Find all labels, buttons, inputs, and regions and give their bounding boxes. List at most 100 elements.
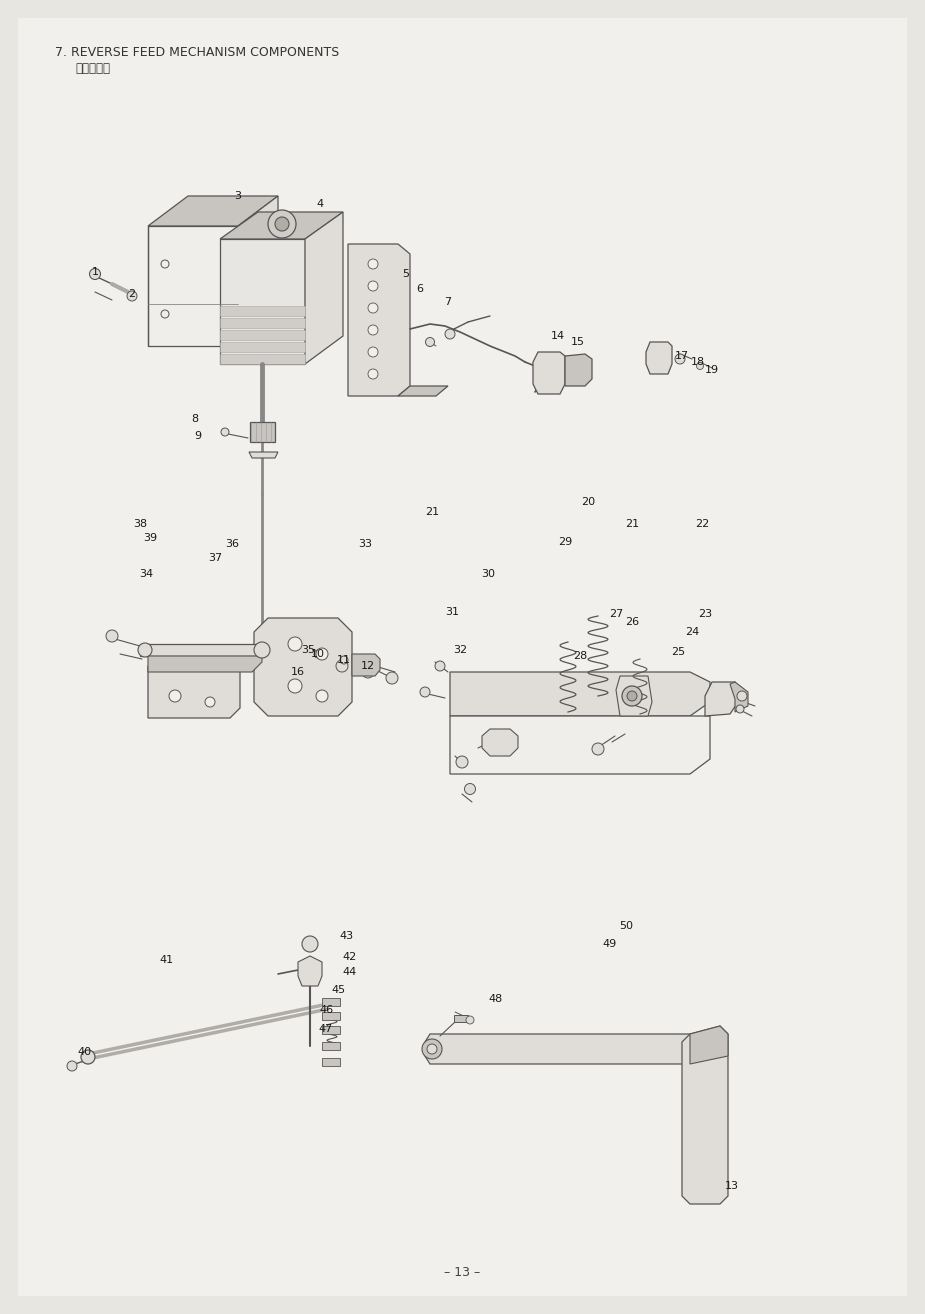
Polygon shape <box>238 196 278 346</box>
Text: 18: 18 <box>691 357 705 367</box>
Text: 26: 26 <box>625 618 639 627</box>
Circle shape <box>736 706 744 714</box>
Polygon shape <box>305 212 343 364</box>
Text: 37: 37 <box>208 553 222 562</box>
Circle shape <box>445 328 455 339</box>
Circle shape <box>81 1050 95 1064</box>
Text: 27: 27 <box>609 608 623 619</box>
Text: 13: 13 <box>725 1181 739 1190</box>
Polygon shape <box>254 618 352 716</box>
Polygon shape <box>730 682 748 712</box>
Circle shape <box>426 338 435 347</box>
Polygon shape <box>148 656 262 671</box>
Circle shape <box>464 783 475 795</box>
Text: 5: 5 <box>402 269 410 279</box>
Circle shape <box>316 690 328 702</box>
Text: 19: 19 <box>705 365 719 374</box>
Circle shape <box>456 756 468 767</box>
Text: – 13 –: – 13 – <box>444 1265 480 1279</box>
Text: 34: 34 <box>139 569 153 579</box>
Text: 39: 39 <box>143 533 157 543</box>
Circle shape <box>592 742 604 756</box>
Circle shape <box>368 347 378 357</box>
Text: 16: 16 <box>291 668 305 677</box>
Text: 14: 14 <box>551 331 565 342</box>
Circle shape <box>622 686 642 706</box>
Polygon shape <box>533 352 565 394</box>
Circle shape <box>420 687 430 696</box>
Polygon shape <box>352 654 380 675</box>
Circle shape <box>340 656 348 664</box>
Text: 40: 40 <box>78 1047 92 1056</box>
Text: 33: 33 <box>358 539 372 549</box>
Polygon shape <box>220 330 305 340</box>
Text: 41: 41 <box>159 955 173 964</box>
Polygon shape <box>690 1026 728 1064</box>
Polygon shape <box>565 353 592 386</box>
Text: 4: 4 <box>316 198 324 209</box>
Circle shape <box>627 691 637 700</box>
Circle shape <box>161 310 169 318</box>
Polygon shape <box>220 342 305 352</box>
Circle shape <box>362 666 374 678</box>
Circle shape <box>368 304 378 313</box>
Text: 28: 28 <box>573 650 587 661</box>
Circle shape <box>737 691 747 700</box>
Text: 22: 22 <box>695 519 709 530</box>
Text: 46: 46 <box>319 1005 333 1014</box>
Text: 23: 23 <box>698 608 712 619</box>
Text: 43: 43 <box>339 932 353 941</box>
Text: 42: 42 <box>343 953 357 962</box>
Polygon shape <box>250 422 275 442</box>
Circle shape <box>364 662 372 670</box>
Bar <box>322 1042 340 1050</box>
Circle shape <box>275 217 289 231</box>
Text: 逆送り関係: 逆送り関係 <box>75 63 110 75</box>
Text: 24: 24 <box>684 627 699 637</box>
Polygon shape <box>249 452 278 459</box>
Polygon shape <box>450 716 710 774</box>
Circle shape <box>368 325 378 335</box>
Text: 2: 2 <box>129 289 136 300</box>
Circle shape <box>314 650 322 658</box>
Text: 47: 47 <box>319 1024 333 1034</box>
Circle shape <box>302 936 318 953</box>
Circle shape <box>368 259 378 269</box>
Text: 49: 49 <box>603 940 617 949</box>
Text: 48: 48 <box>489 993 503 1004</box>
Circle shape <box>106 629 118 643</box>
Circle shape <box>205 696 215 707</box>
Text: 21: 21 <box>425 507 439 516</box>
Text: 3: 3 <box>235 191 241 201</box>
Bar <box>322 999 340 1007</box>
Text: 36: 36 <box>225 539 239 549</box>
Polygon shape <box>220 318 305 328</box>
Text: 38: 38 <box>133 519 147 530</box>
Polygon shape <box>348 244 410 396</box>
Text: 31: 31 <box>445 607 459 618</box>
Text: 11: 11 <box>337 654 351 665</box>
Circle shape <box>90 268 101 280</box>
Circle shape <box>435 661 445 671</box>
Circle shape <box>161 260 169 268</box>
Polygon shape <box>450 671 710 716</box>
Text: 17: 17 <box>675 351 689 361</box>
Text: 9: 9 <box>194 431 202 442</box>
Circle shape <box>697 363 704 369</box>
Text: 20: 20 <box>581 497 595 507</box>
Polygon shape <box>148 196 278 226</box>
Bar <box>454 1014 468 1022</box>
Polygon shape <box>220 306 305 315</box>
Polygon shape <box>646 342 672 374</box>
Circle shape <box>169 690 181 702</box>
Polygon shape <box>398 386 448 396</box>
Polygon shape <box>220 212 343 239</box>
Text: 21: 21 <box>625 519 639 530</box>
Circle shape <box>422 1039 442 1059</box>
Text: 30: 30 <box>481 569 495 579</box>
Bar <box>322 1012 340 1020</box>
Polygon shape <box>220 353 305 364</box>
Bar <box>322 1058 340 1066</box>
Circle shape <box>316 648 328 660</box>
Circle shape <box>368 369 378 378</box>
